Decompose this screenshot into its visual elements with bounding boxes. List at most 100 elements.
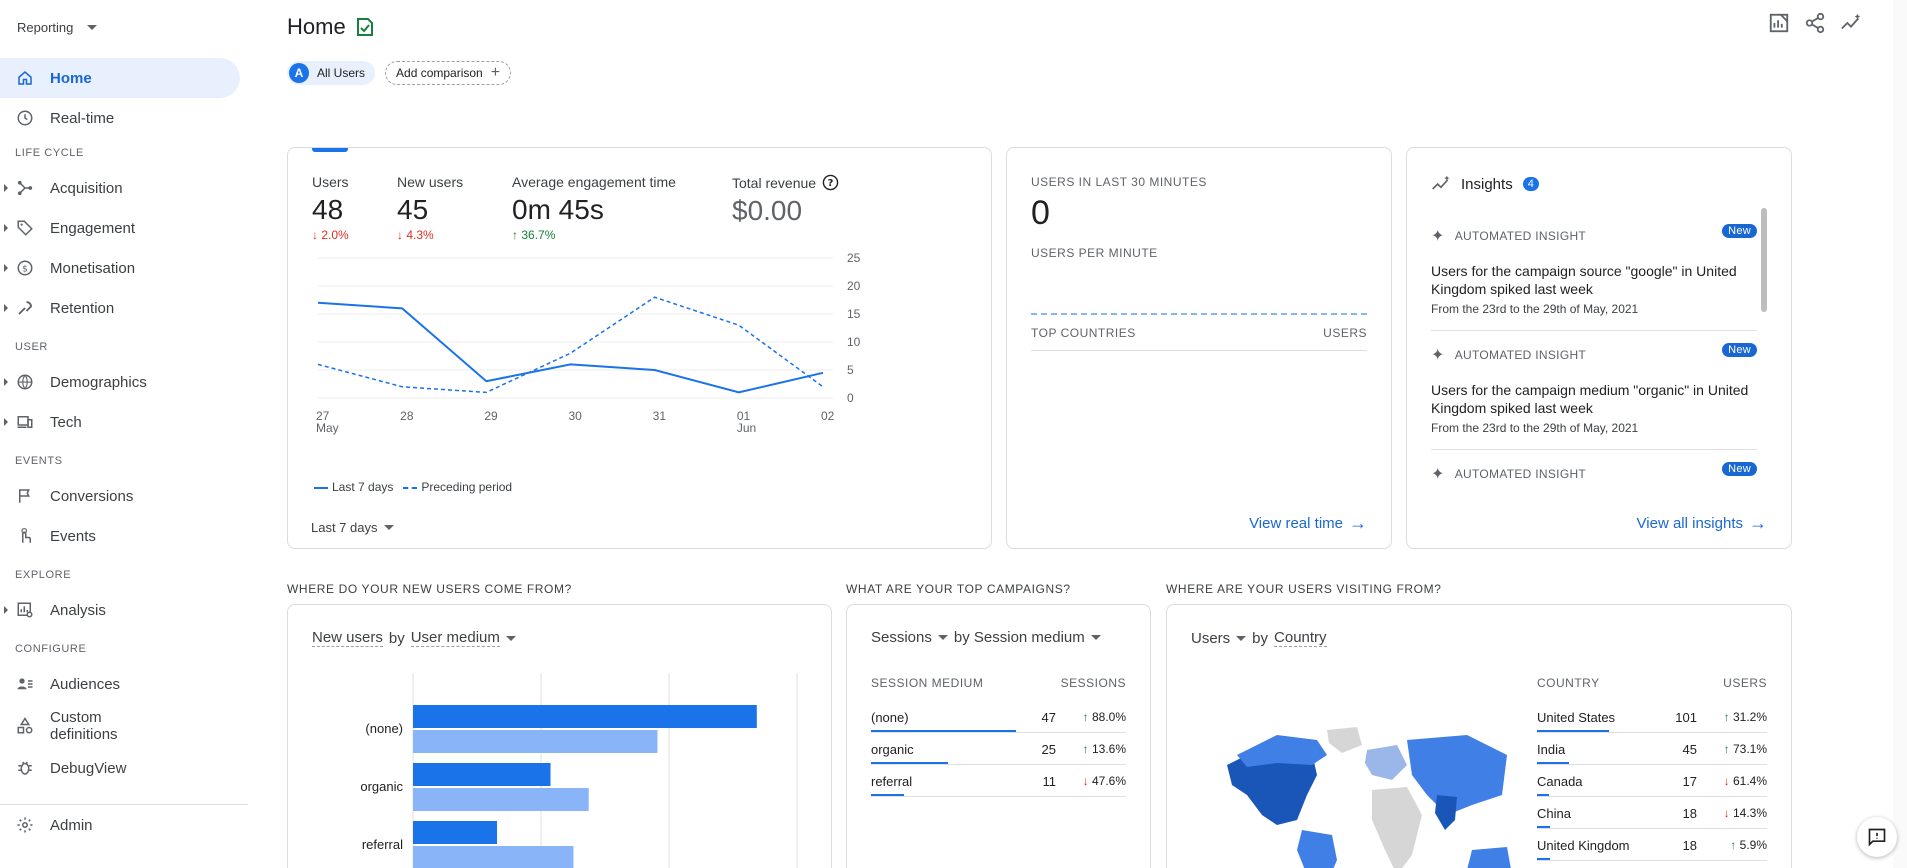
expand-arrow-icon[interactable] [4, 304, 8, 312]
metric-users[interactable]: Users 48 ↓ 2.0% [312, 174, 349, 242]
view-real-time-link[interactable]: View real time → [1249, 513, 1367, 534]
countries-selector[interactable]: Users by Country [1191, 629, 1327, 647]
sidebar-item-admin[interactable]: Admin [0, 805, 248, 845]
feedback-button[interactable] [1857, 817, 1897, 857]
chevron-down-icon [87, 25, 98, 30]
add-comparison-button[interactable]: Add comparison + [385, 61, 512, 85]
insight-text: Users for the campaign medium "organic" … [1431, 382, 1749, 416]
metric-selector[interactable]: Users [1191, 629, 1231, 647]
insight-type: AUTOMATED INSIGHT [1454, 348, 1587, 362]
sidebar-item-label: Events [50, 527, 96, 545]
arrow-up-icon: ↑ [1723, 742, 1733, 756]
legend-item-current: Last 7 days [314, 480, 393, 494]
row-change: ↑ 5.9% [1730, 838, 1767, 852]
share-icon[interactable] [1804, 12, 1826, 34]
arrow-up-icon: ↑ [512, 228, 518, 242]
tag-icon [17, 220, 33, 236]
new-users-dimension-selector[interactable]: New users by User medium [312, 629, 516, 647]
all-users-chip[interactable]: A All Users [287, 61, 376, 85]
insight-item[interactable]: ✦ AUTOMATED INSIGHT New [1431, 462, 1757, 484]
reporting-dropdown[interactable]: Reporting [17, 20, 98, 35]
sidebar-item-realtime[interactable]: Real-time [0, 98, 248, 138]
sidebar-item-events[interactable]: Events [0, 516, 248, 556]
metric-value: $0.00 [732, 195, 803, 226]
chevron-down-icon [1090, 635, 1101, 640]
row-name[interactable]: United Kingdom [1537, 838, 1630, 853]
metric-selector[interactable]: New users [312, 629, 383, 647]
expand-arrow-icon[interactable] [4, 606, 8, 614]
scrollbar-thumb[interactable] [1896, 0, 1904, 60]
all-users-label: All Users [317, 66, 366, 80]
dimension-selector[interactable]: Country [1274, 629, 1327, 647]
row-name[interactable]: Canada [1537, 774, 1583, 789]
insight-head: ✦ AUTOMATED INSIGHT New [1431, 343, 1757, 365]
sidebar-item-home[interactable]: Home [0, 58, 240, 98]
sidebar-item-analysis[interactable]: Analysis [0, 590, 248, 630]
metric-engagement-time[interactable]: Average engagement time 0m 45s ↑ 36.7% [512, 174, 676, 242]
row-divider [871, 732, 1126, 733]
sidebar-item-acquisition[interactable]: Acquisition [0, 168, 248, 208]
page-scrollbar[interactable] [1893, 0, 1907, 868]
per-minute-sparkline [1031, 313, 1367, 315]
customize-report-icon[interactable] [1768, 12, 1790, 34]
row-name[interactable]: organic [871, 742, 914, 757]
expand-arrow-icon[interactable] [4, 378, 8, 386]
row-name[interactable]: (none) [871, 710, 909, 725]
campaigns-selector[interactable]: Sessions by Session medium [871, 629, 1101, 646]
insights-sparkle-icon[interactable] [1840, 12, 1862, 34]
view-all-insights-link[interactable]: View all insights → [1637, 513, 1767, 534]
sidebar-item-debugview[interactable]: DebugView [0, 748, 248, 788]
row-name[interactable]: China [1537, 806, 1571, 821]
insight-head: ✦ AUTOMATED INSIGHT New [1431, 462, 1757, 484]
insight-item[interactable]: ✦ AUTOMATED INSIGHT New Users for the ca… [1431, 224, 1757, 331]
help-icon[interactable]: ? [822, 174, 839, 191]
sidebar-item-label: DebugView [50, 759, 127, 777]
row-value: 47 [1041, 710, 1056, 725]
row-change: ↓ 47.6% [1083, 774, 1126, 788]
map-greenland [1327, 727, 1362, 753]
expand-arrow-icon[interactable] [4, 264, 8, 272]
new-badge: New [1722, 462, 1757, 476]
bar-previous [413, 730, 658, 753]
sidebar-item-label: Conversions [50, 487, 134, 505]
row-name[interactable]: India [1537, 742, 1566, 757]
insight-divider [1431, 449, 1757, 450]
row-value: 25 [1041, 742, 1056, 757]
insight-item[interactable]: ✦ AUTOMATED INSIGHT New Users for the ca… [1431, 343, 1757, 450]
dimension-selector[interactable]: by Session medium [953, 629, 1085, 646]
sidebar-item-engagement[interactable]: Engagement [0, 208, 248, 248]
row-name[interactable]: referral [871, 774, 913, 789]
map-australia [1467, 847, 1511, 868]
metric-total-revenue[interactable]: Total revenue ? $0.00 [732, 174, 839, 227]
sidebar-item-demographics[interactable]: Demographics [0, 362, 248, 402]
expand-arrow-icon[interactable] [4, 184, 8, 192]
new-badge: New [1722, 224, 1757, 238]
date-range-dropdown[interactable]: Last 7 days [311, 520, 394, 535]
metric-new-users[interactable]: New users 45 ↓ 4.3% [397, 174, 463, 242]
sparkle-icon: ✦ [1431, 347, 1445, 364]
insights-scrollbar[interactable] [1761, 208, 1767, 312]
realtime-title: USERS IN LAST 30 MINUTES [1031, 175, 1207, 189]
home-icon [18, 71, 32, 85]
section-label-explore: EXPLORE [15, 569, 72, 581]
arrow-up-icon: ↑ [1730, 838, 1740, 852]
bar-current [413, 821, 498, 844]
metric-change-value: 2.0% [321, 228, 349, 242]
sidebar-item-retention[interactable]: Retention [0, 288, 248, 328]
sidebar-item-monetisation[interactable]: $ Monetisation [0, 248, 248, 288]
metric-selector[interactable]: Sessions [871, 629, 932, 646]
expand-arrow-icon[interactable] [4, 418, 8, 426]
arrow-down-icon: ↓ [397, 228, 403, 242]
dimension-selector[interactable]: User medium [410, 629, 500, 647]
sidebar-item-custom-definitions[interactable]: Custom definitions [0, 704, 248, 748]
row-name[interactable]: United States [1537, 710, 1616, 725]
comparison-chips: A All Users Add comparison + [287, 61, 512, 85]
sidebar-item-tech[interactable]: Tech [0, 402, 248, 442]
sparkle-icon: ✦ [1431, 228, 1445, 245]
arrow-up-icon: ↑ [1082, 742, 1092, 756]
expand-arrow-icon[interactable] [4, 224, 8, 232]
verified-doc-icon[interactable] [356, 17, 374, 37]
sidebar-item-audiences[interactable]: Audiences [0, 664, 248, 704]
sidebar-item-conversions[interactable]: Conversions [0, 476, 248, 516]
